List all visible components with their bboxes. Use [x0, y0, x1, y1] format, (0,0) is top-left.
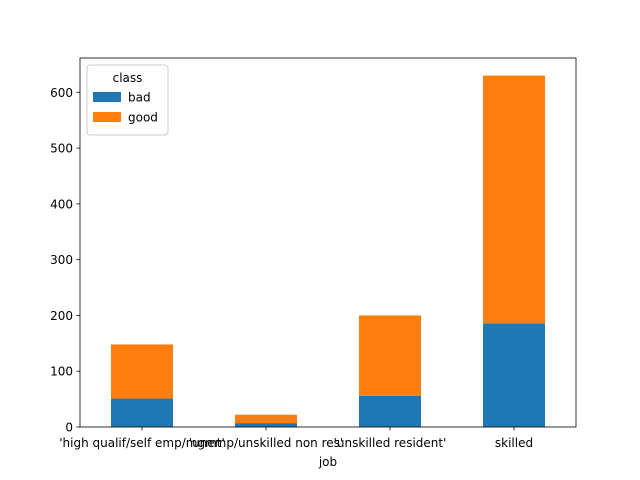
x-axis-label: job: [318, 455, 337, 469]
legend-label-bad: bad: [128, 91, 151, 105]
x-tick-label: skilled: [495, 436, 533, 450]
bar-bad-3: [483, 323, 545, 427]
bar-bad-0: [111, 398, 173, 427]
bar-good-2: [359, 315, 421, 396]
y-tick-label: 100: [50, 365, 73, 379]
legend-label-good: good: [128, 111, 158, 125]
bar-bad-2: [359, 395, 421, 427]
y-tick-label: 300: [50, 253, 73, 267]
x-axis: 'high qualif/self emp/mgmt''unemp/unskil…: [59, 427, 533, 450]
legend-swatch-bad: [93, 92, 121, 102]
y-axis: 0 100 200 300 400 500 600: [50, 86, 80, 435]
bar-good-3: [483, 75, 545, 324]
x-tick-label: 'unskilled resident': [334, 436, 447, 450]
bar-good-0: [111, 344, 173, 399]
axes-frame: [79, 57, 577, 428]
y-tick-label: 600: [50, 86, 73, 100]
y-tick-label: 200: [50, 309, 73, 323]
legend-title: class: [113, 71, 143, 85]
bar-bad-1: [235, 423, 297, 427]
bars-group: [111, 75, 545, 427]
y-tick-label: 500: [50, 142, 73, 156]
legend: class bad good: [86, 64, 169, 136]
bar-good-1: [235, 414, 297, 424]
x-tick-label: 'high qualif/self emp/mgmt': [59, 436, 225, 450]
legend-swatch-good: [93, 112, 121, 122]
y-tick-label: 400: [50, 197, 73, 211]
x-tick-label: 'unemp/unskilled non res': [189, 436, 343, 450]
y-tick-label: 0: [65, 421, 73, 435]
